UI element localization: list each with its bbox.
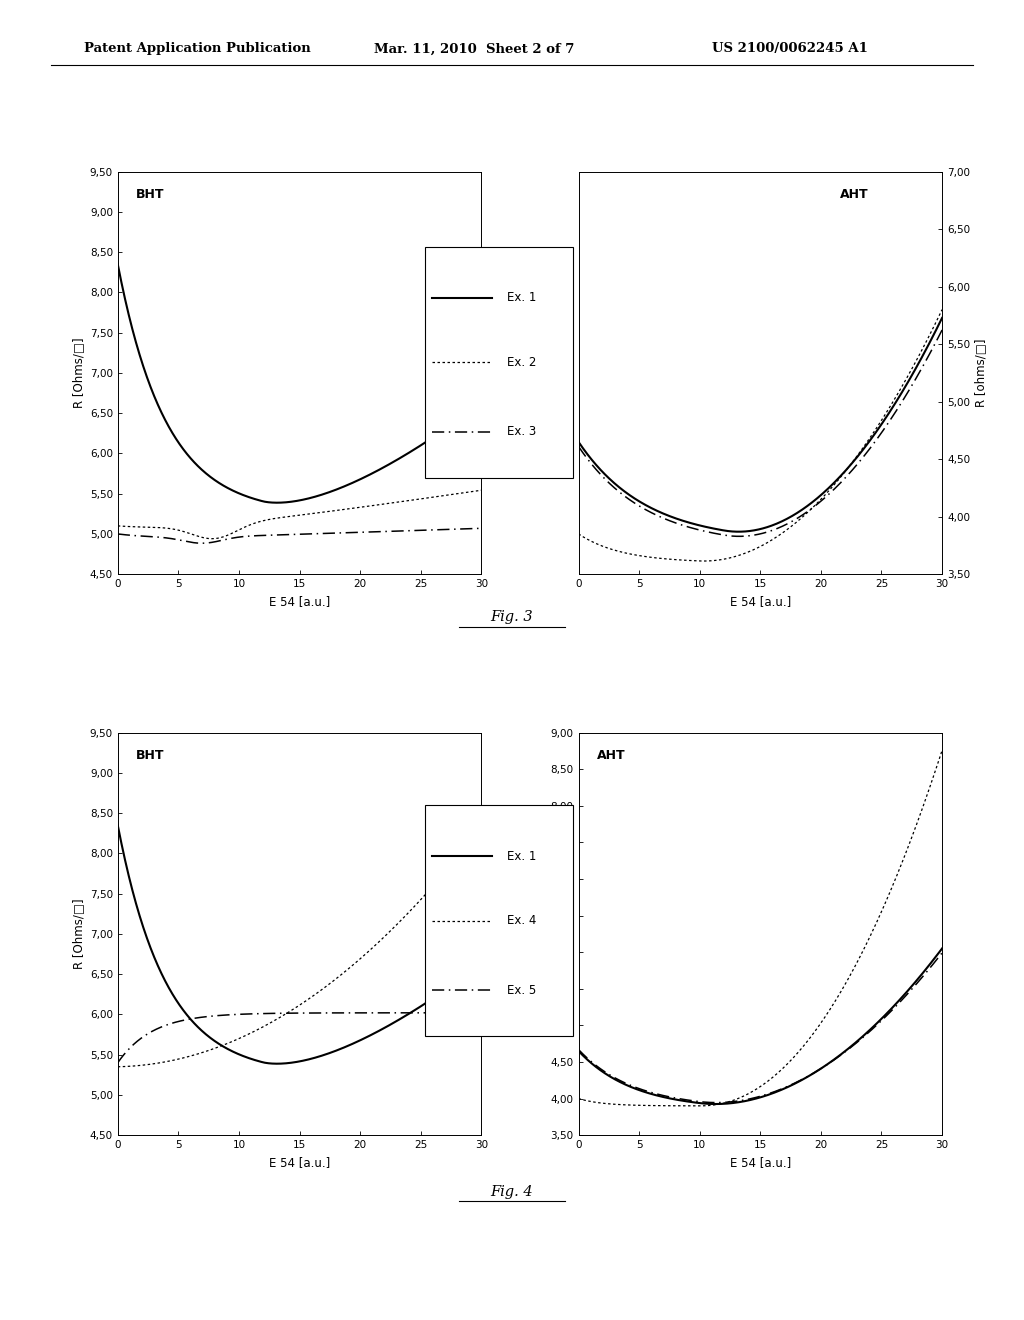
Y-axis label: R [Ohms/□]: R [Ohms/□] bbox=[73, 899, 86, 969]
FancyBboxPatch shape bbox=[425, 247, 573, 478]
Text: Ex. 5: Ex. 5 bbox=[507, 983, 536, 997]
Text: Ex. 3: Ex. 3 bbox=[507, 425, 536, 438]
Text: Ex. 4: Ex. 4 bbox=[507, 915, 536, 927]
Text: AHT: AHT bbox=[597, 748, 626, 762]
FancyBboxPatch shape bbox=[425, 805, 573, 1036]
Text: Mar. 11, 2010  Sheet 2 of 7: Mar. 11, 2010 Sheet 2 of 7 bbox=[374, 42, 574, 55]
X-axis label: E 54 [a.u.]: E 54 [a.u.] bbox=[269, 1155, 330, 1168]
Text: Ex. 1: Ex. 1 bbox=[507, 292, 536, 304]
Text: Ex. 1: Ex. 1 bbox=[507, 850, 536, 862]
Text: Patent Application Publication: Patent Application Publication bbox=[84, 42, 310, 55]
Text: Fig. 4: Fig. 4 bbox=[490, 1184, 534, 1199]
Y-axis label: R [Ohms/□]: R [Ohms/□] bbox=[73, 338, 86, 408]
X-axis label: E 54 [a.u.]: E 54 [a.u.] bbox=[269, 594, 330, 607]
Y-axis label: R [Ohms/□]: R [Ohms/□] bbox=[534, 899, 547, 969]
Text: Ex. 2: Ex. 2 bbox=[507, 356, 536, 368]
Text: BHT: BHT bbox=[136, 187, 165, 201]
X-axis label: E 54 [a.u.]: E 54 [a.u.] bbox=[730, 1155, 791, 1168]
Text: US 2100/0062245 A1: US 2100/0062245 A1 bbox=[712, 42, 867, 55]
Y-axis label: R [ohms/□]: R [ohms/□] bbox=[974, 339, 987, 407]
X-axis label: E 54 [a.u.]: E 54 [a.u.] bbox=[730, 594, 791, 607]
Text: Fig. 3: Fig. 3 bbox=[490, 610, 534, 624]
Text: BHT: BHT bbox=[136, 748, 165, 762]
Text: AHT: AHT bbox=[841, 187, 869, 201]
